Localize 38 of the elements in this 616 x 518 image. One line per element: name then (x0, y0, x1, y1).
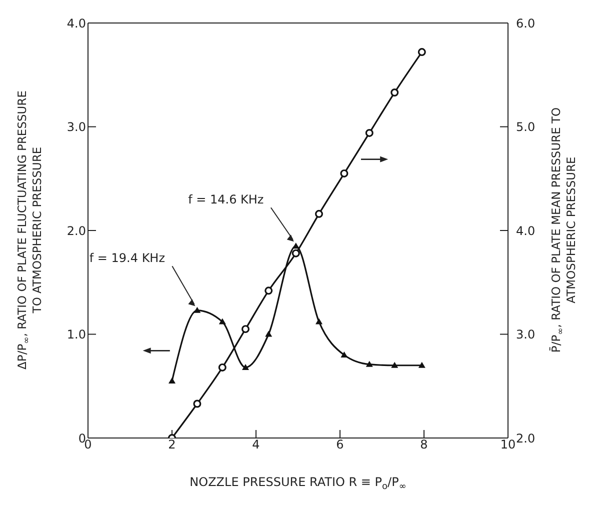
annotation: f = 14.6 KHz (188, 192, 264, 207)
point (264, 286, 273, 295)
y-tick-label: 3.0 (66, 120, 86, 134)
y-tick-label: 1.0 (66, 328, 86, 342)
point (168, 377, 176, 384)
x-tick-label: 4 (252, 438, 260, 452)
point (390, 88, 399, 97)
point (193, 400, 202, 408)
y-tick-label: 2.0 (66, 224, 86, 238)
x-tick-label: 10 (500, 438, 516, 452)
point (292, 242, 300, 249)
point (316, 318, 322, 324)
point (292, 249, 300, 258)
point (194, 306, 201, 313)
x-tick-label: 2 (168, 438, 176, 452)
point (340, 352, 348, 358)
annotation: f = 19.4 KHz (89, 251, 166, 266)
y2-tick-label: 6.0 (516, 16, 536, 30)
y2-tick-label: 5.0 (516, 120, 536, 134)
point (242, 325, 250, 334)
point (340, 169, 348, 178)
point (242, 364, 249, 370)
point (218, 318, 226, 324)
y2-tick-label: 4.0 (516, 224, 536, 238)
y-tick-label: 4.0 (66, 16, 86, 30)
x-tick-label: 8 (420, 438, 428, 452)
point (391, 362, 398, 368)
point (366, 360, 373, 367)
point (218, 363, 226, 372)
x-tick-label: 6 (336, 438, 344, 452)
point (418, 48, 426, 56)
y2-tick-label: 2.0 (516, 431, 536, 446)
point (418, 362, 426, 368)
y2-tick-label: 3.0 (516, 328, 536, 342)
point (265, 330, 272, 337)
point (365, 128, 374, 137)
point (315, 210, 323, 218)
x-axis-title: NOZZLE PRESSURE RATIO R ≡ P$_{o}$/P$_{∞}$ (190, 475, 406, 492)
